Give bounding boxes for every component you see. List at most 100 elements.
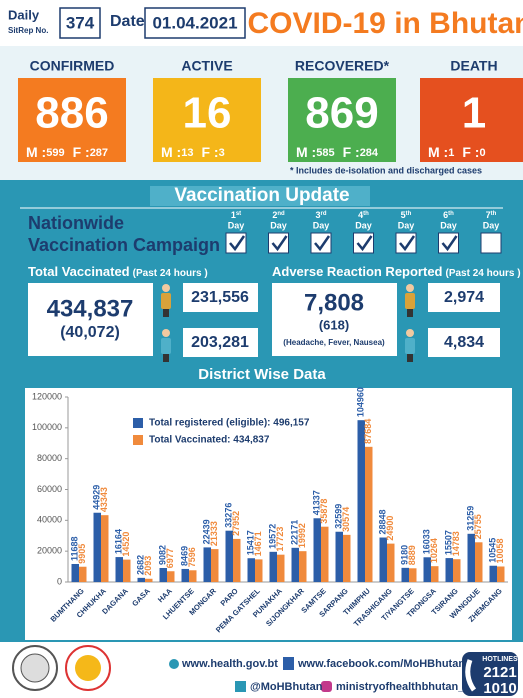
bar	[233, 539, 241, 582]
bar	[94, 513, 102, 582]
bar	[387, 544, 395, 582]
stat-gender: M :13F :3	[161, 144, 225, 160]
stat-value: 886	[35, 89, 108, 138]
stat-label: CONFIRMED	[30, 58, 115, 74]
hotline-label: HOTLINES	[482, 656, 518, 663]
bar-value-label: 14671	[253, 531, 263, 556]
bar-value-label: 27952	[231, 511, 241, 536]
icon-instagram	[321, 681, 332, 692]
stats-note: * Includes de-isolation and discharged c…	[290, 165, 482, 175]
adverse-value: 7,808	[304, 289, 364, 316]
male-value: 599	[46, 147, 64, 159]
icon-twitter	[235, 681, 246, 692]
adverse-female: 4,834	[444, 334, 484, 351]
logo	[75, 655, 101, 681]
bar	[299, 551, 307, 582]
icon-facebook	[283, 657, 294, 670]
logo	[21, 654, 49, 682]
bar	[248, 558, 256, 582]
person-legs	[163, 354, 169, 362]
bar	[72, 564, 80, 582]
bar-value-label: 19992	[297, 523, 307, 548]
bar	[475, 542, 483, 582]
bar-value-label: 30574	[341, 507, 351, 532]
male-label: M :	[26, 144, 46, 160]
bar	[255, 559, 263, 582]
adverse-sub: (618)	[319, 317, 349, 332]
person-legs	[407, 354, 413, 362]
day-suffix: th	[363, 211, 369, 217]
male-value: 1	[448, 147, 454, 159]
bar	[160, 568, 168, 582]
male-value: 585	[316, 147, 334, 159]
page-title: COVID-19 in Bhutan	[247, 7, 523, 40]
bar	[189, 570, 197, 582]
day-suffix: nd	[277, 211, 285, 217]
section-title: Adverse Reaction Reported(Past 24 hours …	[272, 264, 521, 279]
bar-value-label: 24900	[385, 516, 395, 541]
male-label: M :	[428, 144, 448, 160]
day-suffix: th	[491, 211, 497, 217]
footer-link: ministryofhealthbhutan_	[336, 681, 465, 693]
bar	[138, 578, 146, 582]
female-label: F :	[201, 144, 218, 160]
section-title-main: Total Vaccinated	[28, 264, 130, 279]
bar-value-label: 25755	[473, 514, 483, 539]
bar	[343, 535, 351, 582]
y-tick-label: 40000	[37, 515, 62, 525]
bar-value-label: 6977	[165, 548, 175, 568]
sitrep-no: 374	[66, 13, 95, 32]
y-tick-label: 0	[57, 576, 62, 586]
hotline: 2121	[483, 664, 516, 681]
stat-label: RECOVERED*	[295, 58, 390, 74]
person-head	[406, 329, 414, 337]
bar	[226, 531, 234, 582]
adverse-male: 2,974	[444, 289, 484, 306]
bar-value-label: 14783	[451, 531, 461, 556]
bar-value-label: 9905	[77, 544, 87, 564]
day-word: Day	[355, 220, 372, 230]
bar	[314, 518, 322, 582]
person-legs	[407, 309, 413, 317]
bar	[409, 568, 417, 582]
female-label: F :	[462, 144, 479, 160]
bar	[123, 560, 131, 582]
bar	[145, 579, 153, 582]
sitrep-label: SitRep No.	[8, 26, 48, 35]
person-body	[405, 293, 415, 309]
stat-value: 16	[183, 89, 232, 138]
hotline: 1010	[483, 680, 516, 697]
y-tick-label: 120000	[32, 391, 62, 401]
sitrep-label: Daily	[8, 7, 40, 22]
person-body	[161, 338, 171, 354]
infographic: DailySitRep No.374Date01.04.2021COVID-19…	[0, 0, 523, 698]
day-word: Day	[313, 220, 330, 230]
day-word: Day	[228, 220, 245, 230]
day-word: Day	[398, 220, 415, 230]
bar-value-label: 87684	[363, 419, 373, 444]
y-tick-label: 60000	[37, 484, 62, 494]
bar-value-label: 10058	[495, 538, 505, 563]
bar	[292, 548, 300, 582]
bar-value-label: 10264	[429, 538, 439, 563]
total-female: 203,281	[191, 334, 249, 351]
date: 01.04.2021	[152, 13, 237, 32]
day-suffix: rd	[321, 211, 327, 217]
person-head	[162, 329, 170, 337]
person-head	[162, 284, 170, 292]
female-value: 0	[479, 147, 485, 159]
female-value: 284	[360, 147, 379, 159]
bar	[365, 447, 373, 582]
bar	[204, 547, 212, 582]
male-label: M :	[296, 144, 316, 160]
bar	[453, 559, 461, 582]
bar	[446, 558, 454, 582]
stat-label: DEATH	[450, 58, 497, 74]
day-suffix: th	[448, 211, 454, 217]
total-male: 231,556	[191, 289, 249, 306]
bar	[490, 566, 498, 582]
y-tick-label: 20000	[37, 546, 62, 556]
y-tick-label: 80000	[37, 453, 62, 463]
bar-value-label: 43343	[99, 487, 109, 512]
legend-label: Total Vaccinated: 434,837	[149, 435, 270, 446]
